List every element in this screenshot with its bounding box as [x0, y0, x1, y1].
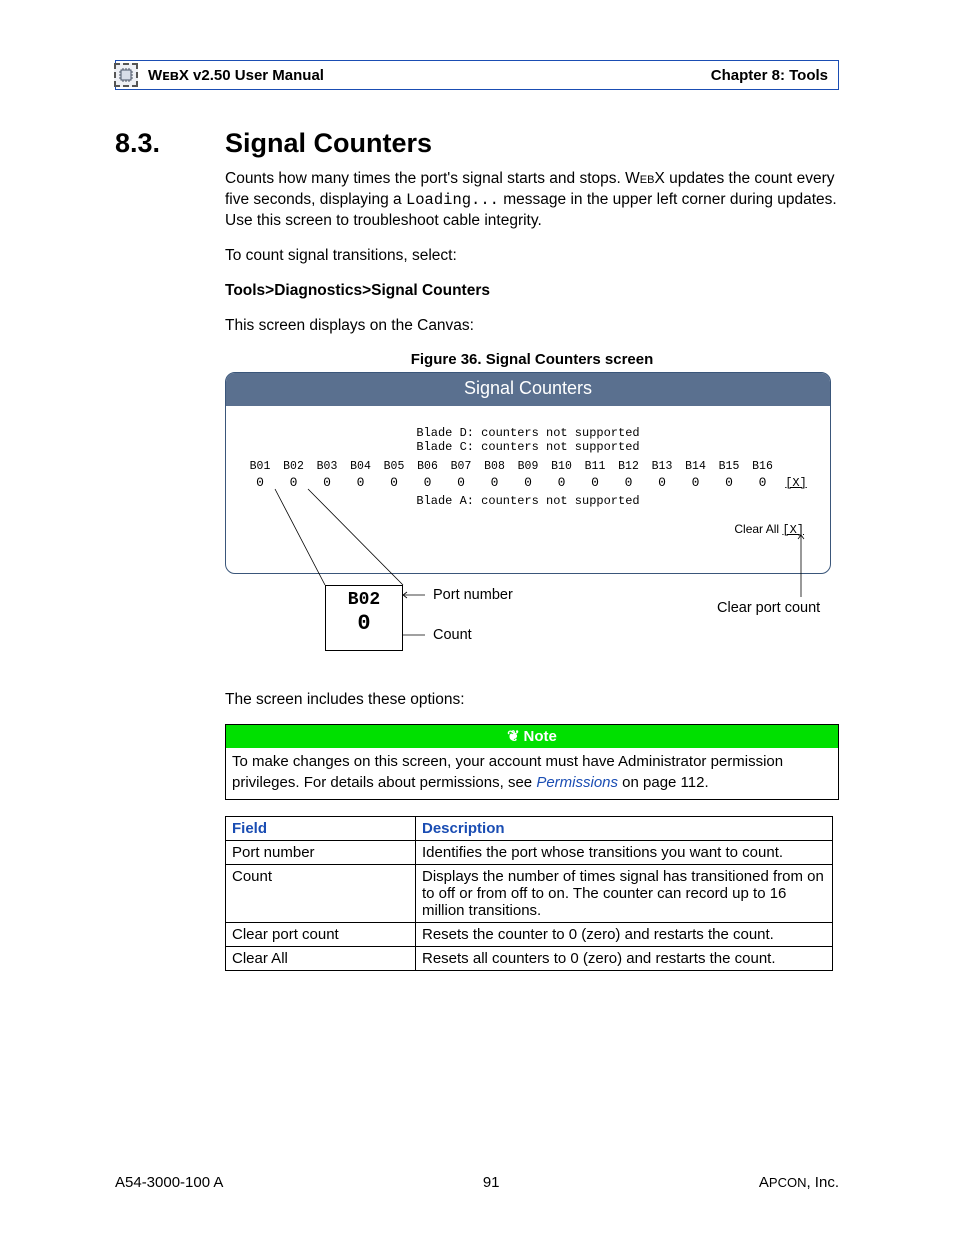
callout-box: B02 0: [325, 585, 403, 651]
field-description: Resets the counter to 0 (zero) and resta…: [416, 922, 833, 946]
intro-a: Counts how many times the port's signal …: [225, 170, 640, 187]
port-count: 0: [514, 475, 542, 490]
section-heading: 8.3. Signal Counters: [115, 128, 839, 159]
port-header: B08: [481, 460, 509, 473]
clear-all-label: Clear All: [734, 522, 782, 536]
table-header-row: Field Description: [226, 816, 833, 840]
port-count: 0: [682, 475, 710, 490]
port-count: 0: [380, 475, 408, 490]
port-header: B14: [682, 460, 710, 473]
page-header: WᴇʙX v2.50 User Manual Chapter 8: Tools: [115, 60, 839, 90]
page-footer: A54-3000-100 A 91 APCON, Inc.: [115, 1174, 839, 1191]
clear-all-row: Clear All [X]: [238, 522, 818, 537]
port-count: 0: [749, 475, 777, 490]
clear-all-button[interactable]: [X]: [782, 523, 804, 537]
field-description: Resets all counters to 0 (zero) and rest…: [416, 946, 833, 970]
port-header: B10: [548, 460, 576, 473]
label-port-number: Port number: [433, 587, 513, 603]
displays-paragraph: This screen displays on the Canvas:: [225, 316, 839, 337]
port-count: 0: [246, 475, 274, 490]
blade-d-msg: Blade D: counters not supported: [238, 426, 818, 440]
label-count: Count: [433, 627, 472, 643]
menu-path: Tools>Diagnostics>Signal Counters: [225, 281, 839, 302]
port-count: 0: [313, 475, 341, 490]
field-name: Count: [226, 864, 416, 922]
port-count: 0: [414, 475, 442, 490]
header-product: WᴇʙX v2.50 User Manual: [116, 67, 324, 84]
port-header: B13: [648, 460, 676, 473]
note-body: To make changes on this screen, your acc…: [226, 748, 838, 799]
port-header: B06: [414, 460, 442, 473]
footer-doc-id: A54-3000-100 A: [115, 1174, 223, 1191]
port-count: 0: [648, 475, 676, 490]
figure-caption: Figure 36. Signal Counters screen: [225, 351, 839, 368]
callout-count-label: 0: [326, 611, 402, 637]
port-header: B04: [347, 460, 375, 473]
field-name: Clear port count: [226, 922, 416, 946]
port-count: 0: [280, 475, 308, 490]
port-header: B01: [246, 460, 274, 473]
field-description: Identifies the port whose transitions yo…: [416, 840, 833, 864]
port-count: 0: [715, 475, 743, 490]
signal-counters-panel: Signal Counters Blade D: counters not su…: [225, 372, 831, 574]
port-header: B12: [615, 460, 643, 473]
note-icon: ❦: [507, 729, 523, 745]
port-header: B09: [514, 460, 542, 473]
note-box: ❦ Note To make changes on this screen, y…: [225, 724, 839, 800]
blade-c-msg: Blade C: counters not supported: [238, 440, 818, 454]
port-count: 0: [347, 475, 375, 490]
note-title: ❦ Note: [226, 725, 838, 748]
header-chapter: Chapter 8: Tools: [711, 67, 828, 84]
col-description: Description: [416, 816, 833, 840]
table-row: Clear AllResets all counters to 0 (zero)…: [226, 946, 833, 970]
table-row: Port numberIdentifies the port whose tra…: [226, 840, 833, 864]
col-field: Field: [226, 816, 416, 840]
options-paragraph: The screen includes these options:: [225, 690, 839, 711]
section-number: 8.3.: [115, 128, 225, 159]
table-row: Clear port countResets the counter to 0 …: [226, 922, 833, 946]
figure-area: Signal Counters Blade D: counters not su…: [225, 372, 839, 672]
footer-company: APCON, Inc.: [759, 1174, 839, 1191]
port-count: 0: [447, 475, 475, 490]
port-header: B11: [581, 460, 609, 473]
label-clear-port: Clear port count: [717, 600, 820, 616]
chip-icon: [114, 63, 138, 87]
port-header: B07: [447, 460, 475, 473]
port-header: B02: [280, 460, 308, 473]
field-name: Clear All: [226, 946, 416, 970]
field-description: Displays the number of times signal has …: [416, 864, 833, 922]
port-count: 0: [548, 475, 576, 490]
clear-port-button[interactable]: [X]: [782, 475, 810, 490]
port-header: B03: [313, 460, 341, 473]
note-text-b: on page 112.: [618, 774, 709, 791]
port-count: 0: [481, 475, 509, 490]
section-title: Signal Counters: [225, 128, 432, 159]
intro-paragraph: Counts how many times the port's signal …: [225, 169, 839, 232]
permissions-link[interactable]: Permissions: [536, 774, 618, 791]
loading-text: Loading...: [406, 191, 499, 209]
port-header: B16: [749, 460, 777, 473]
table-row: CountDisplays the number of times signal…: [226, 864, 833, 922]
port-header: B05: [380, 460, 408, 473]
panel-title: Signal Counters: [226, 373, 830, 406]
footer-page-number: 91: [483, 1174, 500, 1191]
callout-port-label: B02: [326, 590, 402, 612]
port-header-row: B01 B02 B03 B04 B05 B06 B07 B08 B09 B10 B11 B12 B13 B…: [238, 460, 818, 473]
port-count: 0: [581, 475, 609, 490]
blade-a-msg: Blade A: counters not supported: [238, 494, 818, 508]
field-table: Field Description Port numberIdentifies …: [225, 816, 833, 971]
panel-body: Blade D: counters not supported Blade C:…: [226, 406, 830, 573]
port-count: 0: [615, 475, 643, 490]
to-count-paragraph: To count signal transitions, select:: [225, 246, 839, 267]
field-name: Port number: [226, 840, 416, 864]
count-row: 0000000000000000[X]: [238, 475, 818, 490]
port-header: B15: [715, 460, 743, 473]
